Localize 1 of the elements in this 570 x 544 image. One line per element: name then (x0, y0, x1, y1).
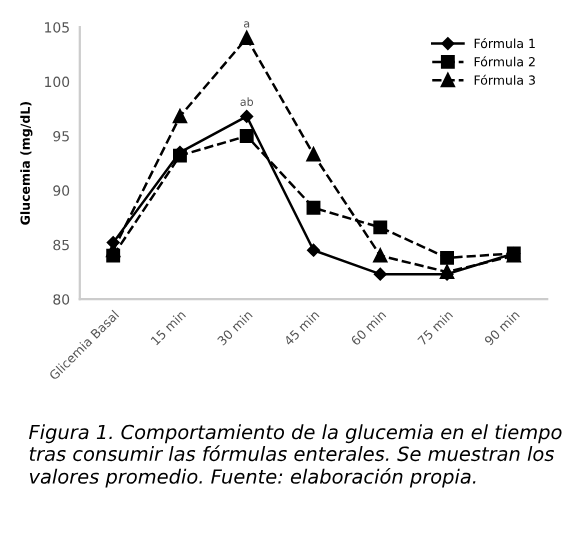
text: Figura 1. Comportamiento de la glucemia en el tiempo tras consumir las fórmulas enterales. Se muestran los valores promedio. Fuente: elaboración propia. (29, 424, 562, 488)
